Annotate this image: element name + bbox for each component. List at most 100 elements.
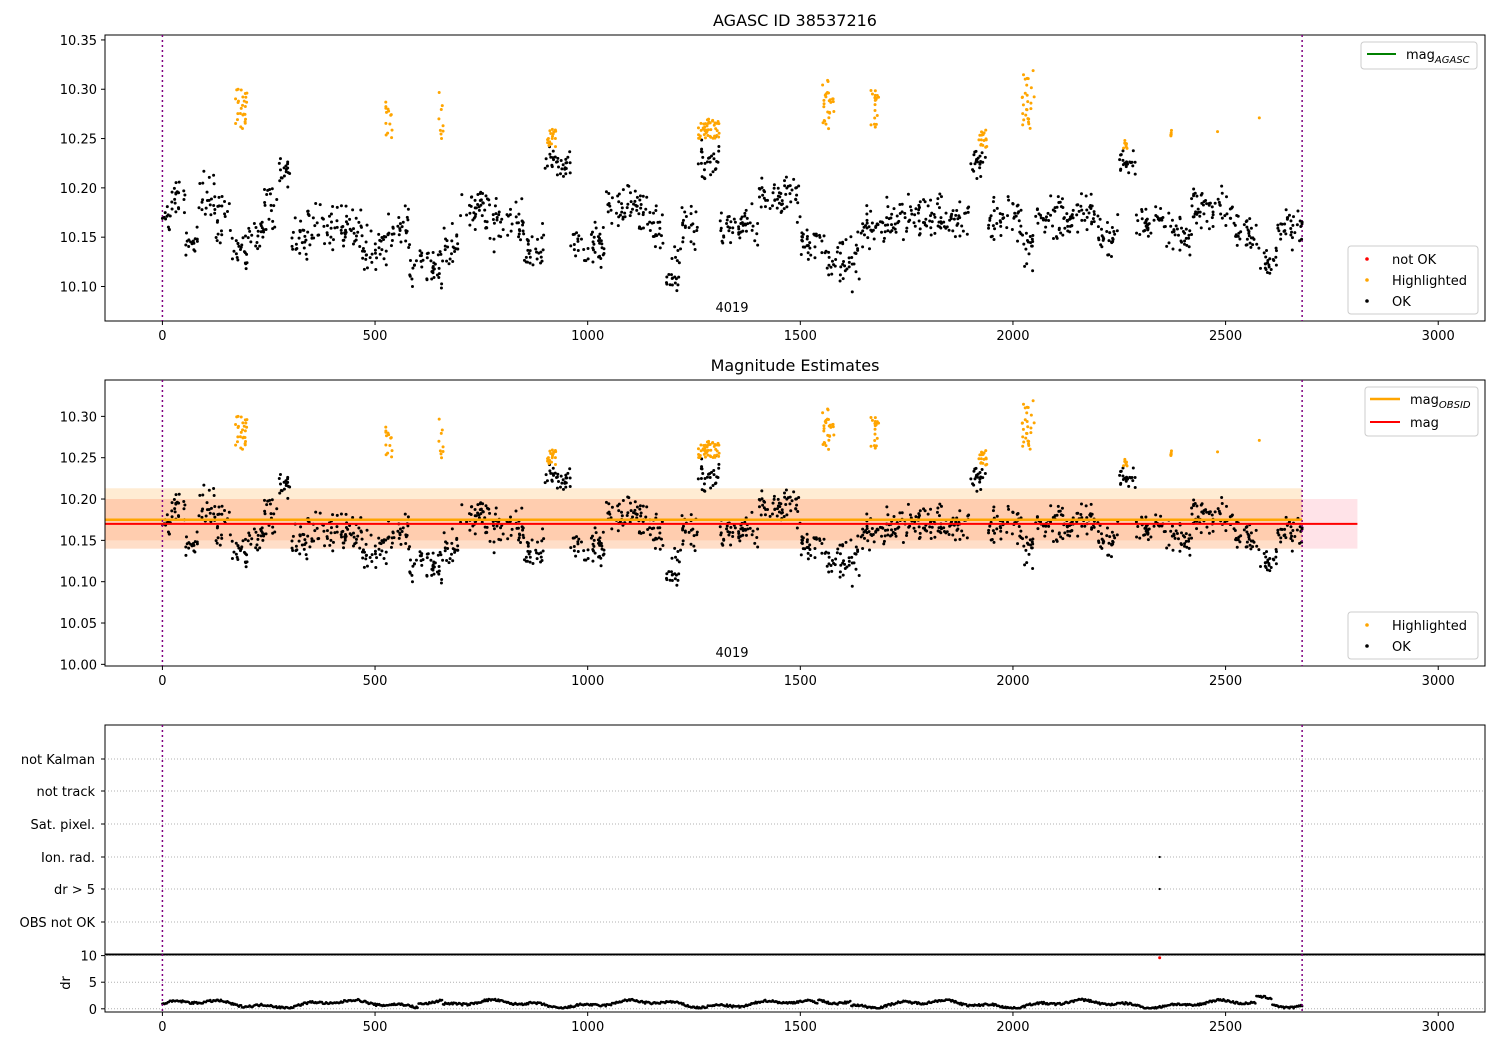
ok-point xyxy=(751,529,755,533)
ok-point xyxy=(916,211,920,215)
ok-point xyxy=(987,528,991,532)
ok-point xyxy=(699,476,703,480)
ok-point xyxy=(645,195,649,199)
ok-point xyxy=(1159,514,1163,518)
ok-point xyxy=(353,239,357,243)
ok-point xyxy=(631,207,635,211)
highlighted-point xyxy=(438,449,442,453)
ok-point xyxy=(577,234,581,238)
ok-point xyxy=(323,242,327,246)
highlighted-point xyxy=(1025,83,1029,87)
ok-point xyxy=(960,529,964,533)
ok-point xyxy=(465,213,469,217)
ok-point xyxy=(917,203,921,207)
ok-point xyxy=(838,273,842,277)
ok-point xyxy=(331,248,335,252)
ok-point xyxy=(526,248,530,252)
ok-point xyxy=(539,551,543,555)
ok-point xyxy=(1192,215,1196,219)
ok-point xyxy=(445,558,449,562)
ok-point xyxy=(954,213,958,217)
ok-point xyxy=(1096,214,1100,218)
ok-point xyxy=(351,208,355,212)
ok-point xyxy=(399,240,403,244)
ok-point xyxy=(403,512,407,516)
ok-point xyxy=(987,531,991,535)
highlighted-point xyxy=(239,88,243,92)
ok-point xyxy=(1125,475,1129,479)
ok-point xyxy=(913,213,917,217)
highlighted-point xyxy=(870,418,874,422)
ok-point xyxy=(591,240,595,244)
ok-point xyxy=(1089,192,1093,196)
ok-point xyxy=(201,493,205,497)
ok-point xyxy=(1276,226,1280,230)
ok-point xyxy=(1124,165,1128,169)
ok-point xyxy=(1111,237,1115,241)
ok-point xyxy=(601,226,605,230)
highlighted-point xyxy=(1026,425,1030,429)
highlighted-point xyxy=(704,451,708,455)
ok-point xyxy=(244,234,248,238)
ok-point xyxy=(969,477,973,481)
ok-point xyxy=(1252,540,1256,544)
ok-point xyxy=(809,253,813,257)
ok-point xyxy=(195,237,199,241)
highlighted-point xyxy=(439,452,443,456)
highlighted-point xyxy=(711,119,715,123)
ok-point xyxy=(349,533,353,537)
highlighted-point xyxy=(236,112,240,116)
ok-point xyxy=(1054,235,1058,239)
highlighted-point xyxy=(822,102,826,106)
ok-point xyxy=(929,507,933,511)
ok-point xyxy=(961,229,965,233)
estimates-xtick-label: 1000 xyxy=(571,674,604,689)
ok-point xyxy=(244,262,248,266)
ok-point xyxy=(1026,240,1030,244)
ok-point xyxy=(297,539,301,543)
ok-point xyxy=(599,265,603,269)
ok-point xyxy=(1248,217,1252,221)
ok-point xyxy=(387,231,391,235)
ok-point xyxy=(675,558,679,562)
highlighted-point xyxy=(1026,117,1030,121)
ok-point xyxy=(263,512,267,516)
ok-point xyxy=(479,501,483,505)
ok-point xyxy=(598,232,602,236)
ok-point xyxy=(1089,206,1093,210)
ok-point xyxy=(1016,512,1020,516)
agasc-legend-highlighted: Highlighted xyxy=(1392,274,1467,289)
ok-point xyxy=(1082,212,1086,216)
highlighted-point xyxy=(236,101,240,105)
ok-point xyxy=(717,144,721,148)
ok-point xyxy=(755,232,759,236)
agasc-xtick-label: 0 xyxy=(158,329,166,344)
ok-point xyxy=(467,203,471,207)
ok-point xyxy=(313,224,317,228)
ok-point xyxy=(1192,498,1196,502)
ok-point xyxy=(1244,545,1248,549)
ok-point xyxy=(438,550,442,554)
ok-point xyxy=(792,490,796,494)
ok-point xyxy=(302,547,306,551)
ok-point xyxy=(391,225,395,229)
ok-point xyxy=(218,543,222,547)
ok-point xyxy=(974,466,978,470)
ok-point xyxy=(213,515,217,519)
ok-point xyxy=(401,220,405,224)
ok-point xyxy=(679,247,683,251)
ok-point xyxy=(926,512,930,516)
ok-point xyxy=(625,206,629,210)
highlighted-point xyxy=(872,444,876,448)
ok-point xyxy=(164,217,168,221)
ok-point xyxy=(825,266,829,270)
highlighted-point xyxy=(702,133,706,137)
highlighted-point xyxy=(552,130,556,134)
ok-point xyxy=(561,163,565,167)
ok-point xyxy=(484,504,488,508)
ok-point xyxy=(256,548,260,552)
ok-point xyxy=(1190,512,1194,516)
ok-point xyxy=(419,259,423,263)
ok-point xyxy=(731,226,735,230)
ok-point xyxy=(527,251,531,255)
